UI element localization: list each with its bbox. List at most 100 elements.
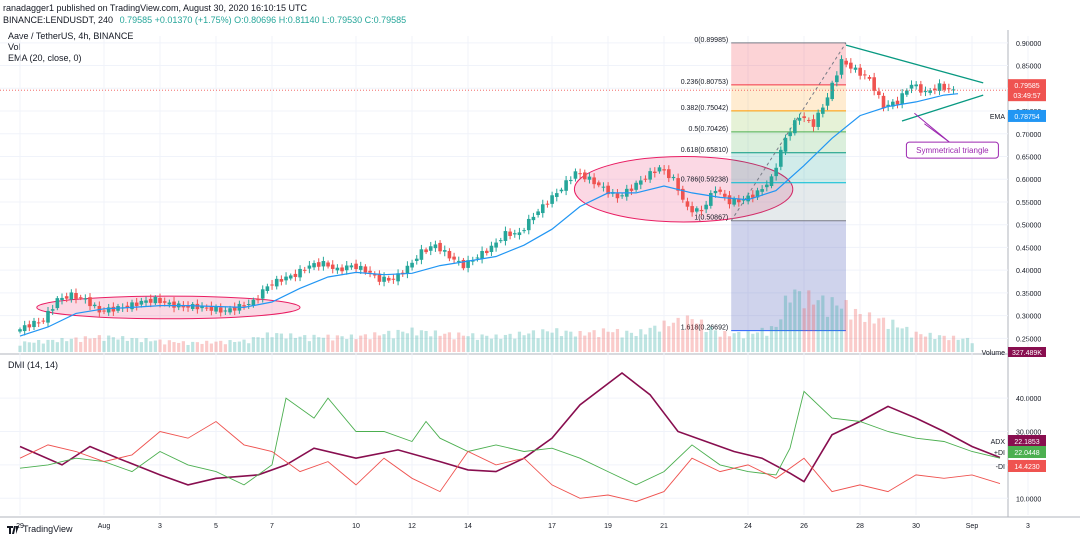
candle-body xyxy=(312,263,316,268)
candle-body xyxy=(797,117,802,121)
candle-body xyxy=(344,265,349,271)
candle-body xyxy=(652,171,657,174)
candle xyxy=(760,185,764,196)
candle-body xyxy=(774,167,778,177)
volume-bar xyxy=(947,340,951,352)
legend-ema[interactable]: EMA (20, close, 0) xyxy=(8,53,82,63)
dmi-tick-label: 10.0000 xyxy=(1016,496,1041,503)
volume-bar xyxy=(233,342,237,352)
candle xyxy=(428,241,433,256)
price-tick-label: 0.55000 xyxy=(1016,200,1041,207)
time-tick-label: Sep xyxy=(966,523,979,530)
volume-bar xyxy=(499,338,503,352)
candle-body xyxy=(508,231,512,236)
candle xyxy=(802,112,806,123)
candle-body xyxy=(200,305,204,309)
candle-body xyxy=(64,296,69,299)
candle-body xyxy=(666,169,671,179)
candle xyxy=(671,174,676,181)
volume-bar xyxy=(555,328,559,352)
volume-bar xyxy=(914,331,918,352)
volume-bar xyxy=(578,330,582,352)
candle xyxy=(424,247,428,255)
volume-bar xyxy=(597,337,601,352)
candle xyxy=(284,272,288,285)
volume-bar xyxy=(905,326,909,352)
volume-bar xyxy=(270,337,274,352)
volume-bar xyxy=(396,329,400,352)
candle-body xyxy=(867,76,872,79)
candle xyxy=(540,199,545,218)
candle xyxy=(368,266,372,278)
volume-bar xyxy=(583,335,587,352)
dmi-line-di xyxy=(19,420,1001,503)
candle xyxy=(947,83,951,93)
legend-title[interactable]: Aave / TetherUS, 4h, BINANCE xyxy=(8,31,134,41)
volume-bar xyxy=(886,328,890,352)
price-tick-label: 0.50000 xyxy=(1016,223,1041,230)
candle xyxy=(27,320,32,332)
candle xyxy=(130,299,134,312)
volume-bar xyxy=(802,308,806,352)
volume-bar xyxy=(37,340,41,352)
volume-bar xyxy=(536,338,540,352)
legend-vol[interactable]: Vol xyxy=(8,42,21,52)
candle xyxy=(50,304,55,315)
candle-body xyxy=(601,186,606,188)
candle xyxy=(727,190,732,209)
candle xyxy=(942,81,946,93)
candle-body xyxy=(676,178,680,191)
candle xyxy=(74,288,78,304)
candle xyxy=(638,175,643,190)
candle-body xyxy=(489,245,494,253)
candle xyxy=(596,180,601,188)
dmi-value-label: 22.0448 xyxy=(1014,450,1039,457)
candle xyxy=(774,163,778,181)
candle xyxy=(816,109,820,131)
volume-bar xyxy=(909,337,914,352)
candle xyxy=(723,189,727,201)
volume-bar xyxy=(821,295,825,352)
volume-bar xyxy=(181,341,185,352)
candle-body xyxy=(363,266,368,273)
candle xyxy=(522,227,526,234)
candle xyxy=(326,260,330,269)
candle-body xyxy=(699,209,704,212)
candle xyxy=(433,240,438,252)
candle xyxy=(134,298,139,311)
time-tick-label: 21 xyxy=(660,523,668,530)
legend-dmi[interactable]: DMI (14, 14) xyxy=(8,360,59,370)
candle xyxy=(218,303,223,317)
candle xyxy=(270,279,274,290)
candle xyxy=(886,100,890,112)
candle xyxy=(466,255,470,273)
candle-body xyxy=(690,206,694,213)
candle xyxy=(891,99,895,110)
candle xyxy=(564,175,568,196)
volume-bar xyxy=(671,322,676,352)
candle xyxy=(797,113,802,125)
volume-bar xyxy=(51,339,55,352)
candle xyxy=(36,317,41,328)
candle-body xyxy=(414,258,419,261)
candle xyxy=(657,165,662,174)
candle xyxy=(447,248,452,262)
candle xyxy=(139,297,144,308)
candle-body xyxy=(50,309,55,311)
last-price-label: 0.79585 xyxy=(1014,83,1039,90)
candle-body xyxy=(807,119,811,121)
volume-bar xyxy=(835,305,839,352)
candle xyxy=(200,302,204,312)
candle-body xyxy=(438,242,442,252)
candle-body xyxy=(526,218,531,231)
volume-bar xyxy=(695,323,699,352)
ohlc-values: 0.79585 +0.01370 (+1.75%) O:0.80696 H:0.… xyxy=(119,15,407,25)
candle-body xyxy=(377,273,382,282)
candle xyxy=(391,274,396,284)
volume-bar xyxy=(405,333,410,352)
candle xyxy=(685,197,690,211)
candle xyxy=(69,289,74,303)
candle-body xyxy=(564,180,568,191)
